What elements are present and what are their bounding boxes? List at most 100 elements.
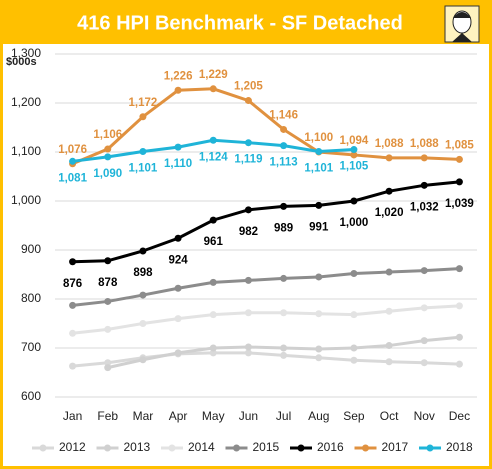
- data-point: [209, 136, 217, 144]
- data-point: [244, 276, 252, 284]
- data-point: [209, 216, 217, 224]
- data-point: [280, 344, 288, 352]
- data-label: 1,106: [93, 129, 122, 141]
- data-point: [174, 234, 182, 242]
- data-label: 1,000: [340, 217, 369, 229]
- data-label: 1,088: [375, 138, 404, 150]
- data-point: [69, 157, 77, 165]
- data-label: 1,124: [199, 151, 228, 163]
- series-line: [72, 87, 460, 166]
- data-point: [385, 307, 393, 315]
- data-point: [209, 349, 217, 357]
- y-tick-label: 900: [21, 242, 41, 256]
- series-line: [72, 304, 460, 335]
- data-point: [209, 311, 217, 319]
- data-point: [280, 202, 288, 210]
- data-point: [174, 143, 182, 151]
- data-point: [139, 148, 147, 156]
- x-tick-label: Jun: [239, 409, 258, 423]
- data-point: [280, 309, 288, 317]
- data-point: [69, 329, 77, 337]
- data-point: [280, 142, 288, 150]
- data-point: [209, 344, 217, 352]
- data-point: [350, 151, 358, 159]
- y-tick-label: 800: [21, 291, 41, 305]
- x-tick-label: Dec: [449, 409, 470, 423]
- data-label: 1,205: [234, 81, 263, 93]
- legend-marker: [233, 444, 240, 452]
- x-tick-label: Jul: [276, 409, 291, 423]
- data-point: [280, 125, 288, 133]
- x-tick-label: Aug: [308, 409, 329, 423]
- data-point: [350, 270, 358, 278]
- data-label: 1,146: [269, 109, 298, 121]
- data-point: [420, 304, 428, 312]
- data-label: 1,119: [234, 154, 262, 166]
- data-point: [104, 257, 112, 265]
- x-tick-label: Jan: [63, 409, 82, 423]
- y-tick-label: 1,200: [11, 95, 41, 109]
- x-tick-label: Sep: [343, 409, 365, 423]
- legend-label: 2012: [59, 440, 86, 454]
- data-point: [244, 97, 252, 105]
- data-point: [315, 148, 323, 156]
- y-tick-label: 700: [21, 340, 41, 354]
- data-label: 989: [274, 222, 293, 234]
- data-label: 1,090: [93, 168, 122, 180]
- data-label: 1,226: [164, 70, 193, 82]
- data-point: [280, 274, 288, 282]
- data-point: [69, 362, 77, 370]
- data-label: 876: [63, 278, 82, 290]
- data-point: [174, 86, 182, 94]
- legend-label: 2013: [124, 440, 151, 454]
- series-line: [72, 267, 460, 307]
- data-label: 1,110: [164, 158, 192, 170]
- chart-title: 416 HPI Benchmark - SF Detached: [77, 12, 403, 34]
- data-point: [104, 359, 112, 367]
- data-point: [385, 268, 393, 276]
- data-point: [104, 153, 112, 161]
- series-line: [72, 180, 460, 264]
- data-point: [104, 297, 112, 305]
- legend-label: 2017: [382, 440, 409, 454]
- data-label: 991: [309, 221, 329, 233]
- data-label: 1,076: [58, 144, 87, 156]
- data-point: [139, 113, 147, 121]
- data-point: [174, 349, 182, 357]
- data-point: [69, 258, 77, 266]
- data-point: [315, 201, 323, 209]
- y-tick-label: 1,000: [11, 193, 41, 207]
- data-point: [315, 310, 323, 318]
- data-point: [69, 301, 77, 309]
- data-point: [455, 302, 463, 310]
- data-label: 1,101: [304, 163, 333, 175]
- x-tick-label: Feb: [97, 409, 118, 423]
- data-point: [350, 344, 358, 352]
- data-point: [174, 284, 182, 292]
- data-point: [455, 155, 463, 163]
- data-point: [455, 178, 463, 186]
- data-point: [315, 354, 323, 362]
- data-point: [174, 315, 182, 323]
- x-tick-label: May: [202, 409, 225, 423]
- data-point: [350, 146, 358, 154]
- data-label: 1,105: [340, 161, 369, 173]
- legend-marker: [39, 444, 47, 452]
- data-point: [350, 197, 358, 205]
- x-tick-label: Nov: [414, 409, 435, 423]
- legend-label: 2014: [188, 440, 215, 454]
- data-point: [385, 342, 393, 350]
- data-label: 898: [133, 267, 153, 279]
- avatar-icon: [444, 5, 480, 43]
- data-point: [385, 187, 393, 195]
- data-label: 1,172: [129, 97, 158, 109]
- legend-label: 2018: [446, 440, 473, 454]
- data-label: 1,100: [304, 132, 333, 144]
- data-label: 878: [98, 277, 118, 289]
- legend-marker: [168, 444, 176, 452]
- data-point: [139, 291, 147, 299]
- data-label: 1,020: [375, 207, 404, 219]
- data-point: [104, 325, 112, 333]
